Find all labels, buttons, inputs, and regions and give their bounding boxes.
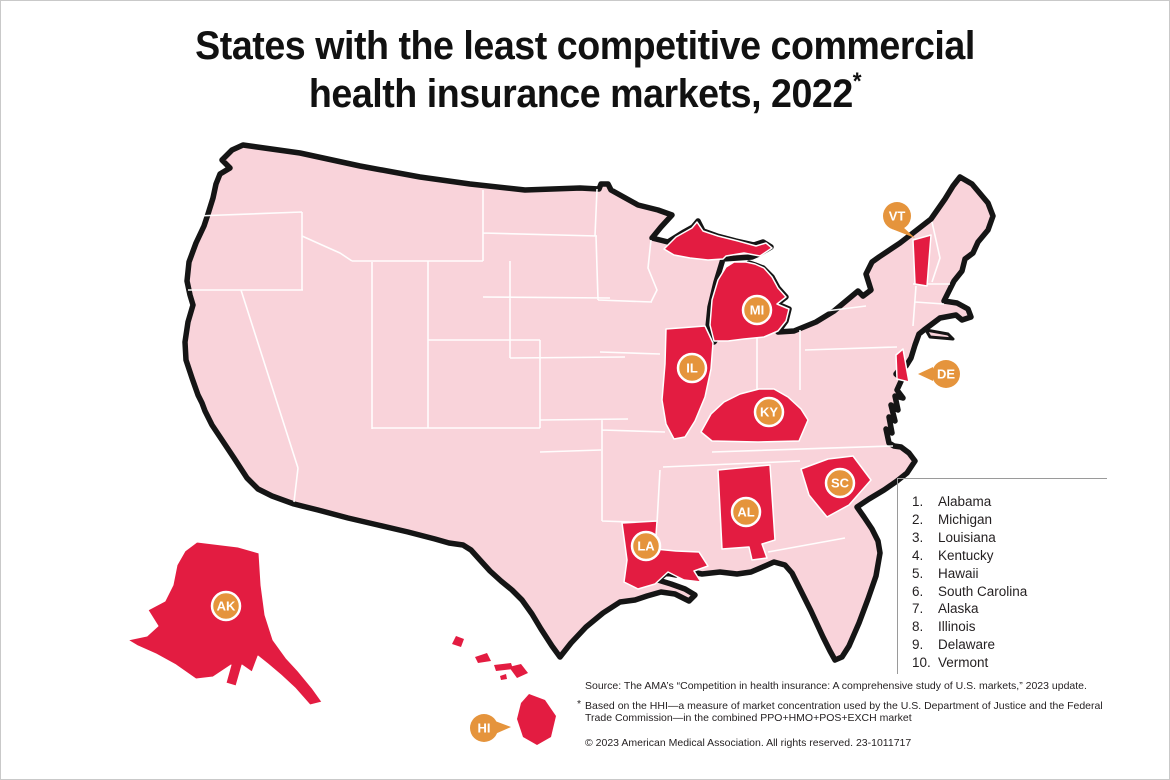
chart-title: States with the least competitive commer…	[35, 22, 1135, 118]
ranking-item: 8. Illinois	[912, 618, 1107, 636]
footnote-note: * Based on the HHI—a measure of market c…	[577, 698, 1152, 724]
badge-al-label: AL	[737, 505, 754, 520]
footnote-source: Source: The AMA’s “Competition in health…	[585, 680, 1087, 692]
state-hawaii-maui	[509, 664, 528, 678]
badge-ky-circle	[753, 396, 785, 428]
ranking-item: 5. Hawaii	[912, 565, 1107, 583]
badge-vt-circle	[883, 202, 911, 230]
state-michigan-upper-peninsula	[663, 221, 773, 261]
ranking-item: 10. Vermont	[912, 654, 1107, 672]
badge-de-tail	[918, 367, 933, 381]
state-hawaii-kauai	[452, 636, 464, 647]
ranking-item: 3. Louisiana	[912, 529, 1107, 547]
state-delaware	[895, 348, 910, 383]
badge-de-label: DE	[937, 367, 955, 382]
badge-al: AL	[730, 496, 762, 528]
footnote-note-line-1: Based on the HHI—a measure of market con…	[585, 700, 1103, 712]
badge-ak-circle	[210, 590, 242, 622]
badge-mi: MI	[741, 294, 773, 326]
badge-hi-circle	[470, 714, 498, 742]
footnote-note-line-2: Trade Commission—in the combined PPO+HMO…	[585, 711, 912, 724]
rank-number: 6.	[912, 583, 924, 599]
map-outline-continental	[182, 142, 996, 663]
rank-state-name: Hawaii	[938, 565, 979, 581]
footnote-asterisk: *	[577, 698, 582, 710]
rank-number: 5.	[912, 565, 924, 581]
badge-ky-label: KY	[760, 405, 778, 420]
badge-sc-label: SC	[831, 476, 850, 491]
footnote-note-text: Based on the HHI—a measure of market con…	[585, 700, 1103, 724]
badge-ak: AK	[210, 590, 242, 622]
rank-number: 9.	[912, 637, 924, 653]
long-island	[924, 328, 955, 341]
badge-il-circle	[676, 352, 708, 384]
badge-ky: KY	[753, 396, 785, 428]
badge-mi-label: MI	[750, 303, 764, 318]
rank-state-name: Alaska	[938, 601, 979, 617]
footnotes: Source: The AMA’s “Competition in health…	[577, 681, 1152, 749]
badge-hi-label: HI	[478, 721, 491, 736]
badge-sc: SC	[824, 467, 856, 499]
ranking-item: 2. Michigan	[912, 511, 1107, 529]
ranking-item: 4. Kentucky	[912, 547, 1107, 565]
state-vermont	[912, 234, 932, 287]
rank-number: 4.	[912, 547, 924, 563]
ranking-list: 1. Alabama 2. Michigan 3. Louisiana 4. Kentu…	[897, 478, 1107, 674]
badge-sc-circle	[824, 467, 856, 499]
badge-de: DE	[918, 360, 960, 388]
footnote-copyright: © 2023 American Medical Association. All…	[585, 737, 912, 749]
badge-hi-tail	[495, 721, 511, 734]
rank-number: 2.	[912, 511, 924, 527]
title-line-1: States with the least competitive commer…	[195, 24, 975, 68]
title-asterisk: *	[852, 67, 862, 95]
state-hawaii-molokai	[494, 663, 513, 671]
badge-ak-label: AK	[217, 599, 236, 614]
badge-vt-label: VT	[889, 209, 906, 224]
badge-la: LA	[630, 530, 662, 562]
badge-la-label: LA	[637, 539, 655, 554]
rank-number: 7.	[912, 601, 924, 617]
state-alaska	[127, 541, 323, 706]
ranking-item: 7. Alaska	[912, 600, 1107, 618]
ranking-item: 1. Alabama	[912, 493, 1107, 511]
rank-state-name: Alabama	[938, 494, 992, 509]
state-hawaii-oahu	[475, 653, 491, 663]
badge-la-circle	[630, 530, 662, 562]
rank-state-name: Delaware	[938, 637, 996, 653]
rank-state-name: Michigan	[938, 511, 993, 527]
rank-state-name: Illinois	[938, 619, 976, 635]
badge-il-label: IL	[686, 361, 698, 376]
badge-il: IL	[676, 352, 708, 384]
rank-number: 3.	[912, 529, 924, 545]
state-hawaii	[452, 636, 556, 745]
rank-state-name: Vermont	[938, 655, 989, 671]
title-line-2: health insurance markets, 2022	[308, 72, 853, 116]
rank-number: 10.	[912, 655, 931, 671]
badge-vt: VT	[883, 202, 915, 238]
badge-al-circle	[730, 496, 762, 528]
badge-de-circle	[932, 360, 960, 388]
rank-state-name: Louisiana	[938, 529, 996, 545]
rank-state-name: South Carolina	[938, 583, 1028, 599]
ranking-item: 6. South Carolina	[912, 583, 1107, 601]
rank-state-name: Kentucky	[938, 547, 994, 563]
state-hawaii-big-island	[517, 694, 556, 745]
ranking-item: 9. Delaware	[912, 636, 1107, 654]
badge-mi-circle	[741, 294, 773, 326]
rank-number: 1.	[912, 494, 924, 509]
rank-number: 8.	[912, 619, 924, 635]
state-hawaii-lanai	[500, 674, 507, 680]
badge-hi: HI	[470, 714, 511, 742]
